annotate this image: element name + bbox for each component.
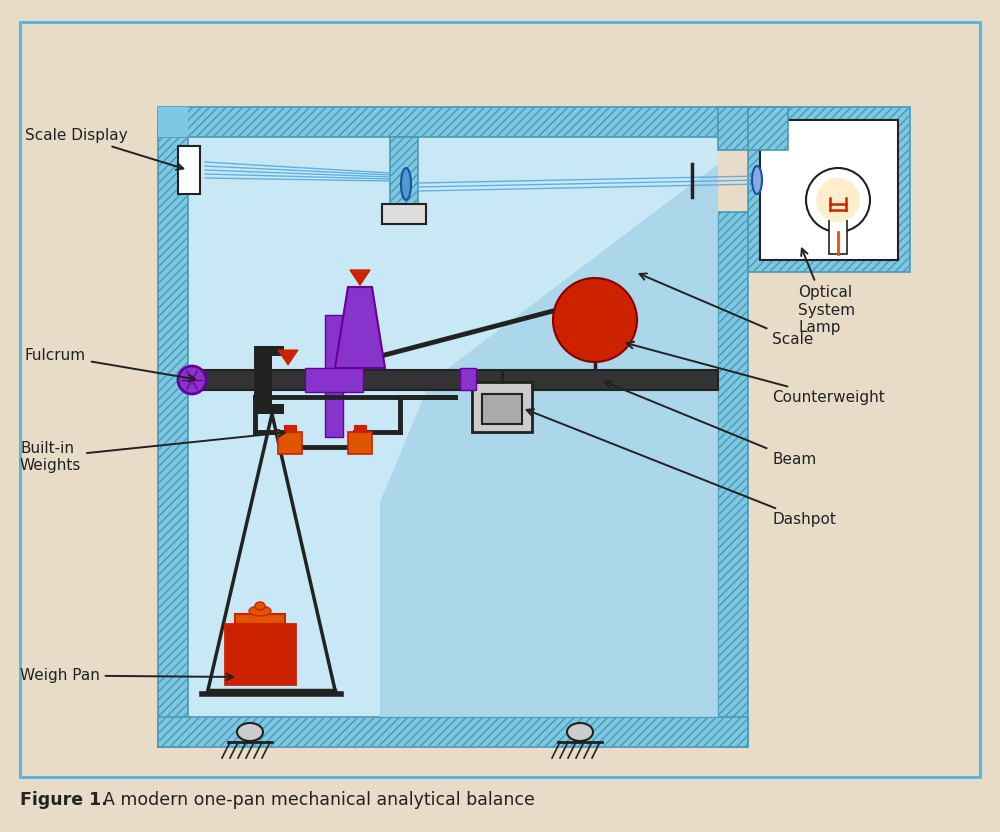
Text: Built-in
Weights: Built-in Weights: [20, 430, 285, 473]
FancyBboxPatch shape: [158, 107, 188, 137]
Ellipse shape: [178, 366, 206, 394]
FancyBboxPatch shape: [305, 368, 363, 392]
Text: Weigh Pan: Weigh Pan: [20, 668, 233, 683]
Polygon shape: [350, 270, 370, 285]
Text: Fulcrum: Fulcrum: [25, 348, 195, 381]
Text: Beam: Beam: [605, 381, 816, 467]
FancyBboxPatch shape: [382, 204, 426, 224]
Ellipse shape: [255, 602, 265, 610]
FancyBboxPatch shape: [158, 122, 188, 747]
Text: Dashpot: Dashpot: [527, 409, 836, 527]
FancyBboxPatch shape: [158, 107, 748, 137]
Text: Counterweight: Counterweight: [627, 342, 885, 405]
FancyBboxPatch shape: [460, 368, 476, 390]
FancyBboxPatch shape: [188, 137, 718, 717]
Circle shape: [806, 168, 870, 232]
Text: Scale: Scale: [640, 274, 813, 347]
Polygon shape: [278, 350, 298, 365]
FancyBboxPatch shape: [760, 120, 898, 260]
FancyBboxPatch shape: [482, 394, 522, 424]
FancyBboxPatch shape: [254, 404, 284, 414]
FancyBboxPatch shape: [748, 107, 788, 150]
FancyBboxPatch shape: [718, 212, 748, 747]
FancyBboxPatch shape: [718, 107, 748, 137]
Circle shape: [553, 278, 637, 362]
FancyBboxPatch shape: [254, 348, 272, 412]
FancyBboxPatch shape: [284, 425, 296, 432]
FancyBboxPatch shape: [158, 717, 748, 747]
FancyBboxPatch shape: [390, 137, 418, 210]
Polygon shape: [335, 287, 385, 368]
Text: Figure 1.: Figure 1.: [20, 791, 108, 809]
Circle shape: [816, 178, 860, 222]
FancyBboxPatch shape: [178, 146, 200, 194]
FancyBboxPatch shape: [188, 370, 718, 390]
FancyBboxPatch shape: [325, 315, 343, 437]
Ellipse shape: [401, 168, 411, 200]
Ellipse shape: [567, 723, 593, 741]
FancyBboxPatch shape: [278, 432, 302, 454]
Text: Optical
System
Lamp: Optical System Lamp: [798, 249, 855, 335]
Polygon shape: [380, 164, 718, 717]
FancyBboxPatch shape: [829, 216, 847, 254]
FancyBboxPatch shape: [254, 346, 284, 356]
Text: Scale Display: Scale Display: [25, 128, 183, 170]
FancyBboxPatch shape: [718, 107, 748, 150]
Ellipse shape: [249, 606, 271, 616]
Ellipse shape: [237, 723, 263, 741]
FancyBboxPatch shape: [225, 624, 295, 684]
FancyBboxPatch shape: [354, 425, 366, 432]
Text: A modern one-pan mechanical analytical balance: A modern one-pan mechanical analytical b…: [92, 791, 535, 809]
FancyBboxPatch shape: [748, 107, 910, 272]
FancyBboxPatch shape: [472, 382, 532, 432]
Ellipse shape: [752, 166, 762, 194]
FancyBboxPatch shape: [235, 614, 285, 624]
FancyBboxPatch shape: [348, 432, 372, 454]
